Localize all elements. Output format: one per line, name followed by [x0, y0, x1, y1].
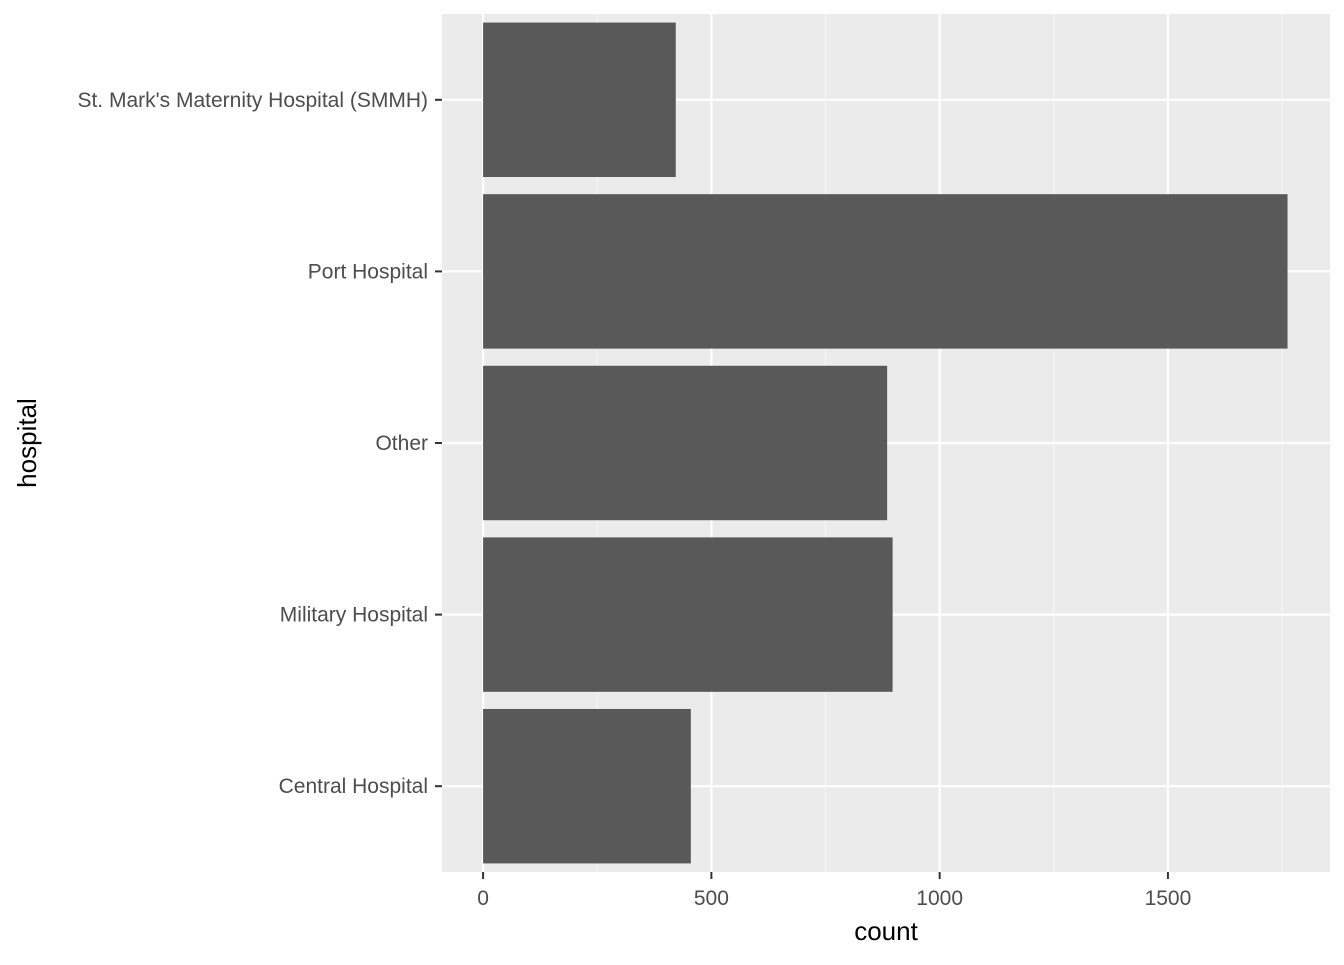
bar: [483, 537, 893, 692]
y-tick-label: Other: [375, 432, 428, 455]
y-tick-label: Port Hospital: [308, 260, 428, 283]
x-tick-label: 1000: [916, 887, 963, 910]
bar: [483, 22, 676, 178]
bars: [483, 22, 1288, 864]
y-tick-label: Central Hospital: [279, 775, 428, 798]
bar: [483, 708, 691, 864]
y-tick-label: St. Mark's Maternity Hospital (SMMH): [77, 89, 428, 112]
bar: [483, 365, 888, 521]
y-axis-title: hospital: [12, 398, 42, 488]
x-axis-title: count: [854, 916, 918, 946]
x-tick-label: 0: [477, 887, 489, 910]
y-tick-label: Military Hospital: [280, 604, 428, 627]
y-axis: Central Hospital Military Hospital Other Po…: [77, 89, 442, 798]
x-tick-label: 1500: [1145, 887, 1192, 910]
x-tick-label: 500: [694, 887, 729, 910]
bar: [483, 194, 1288, 349]
x-axis: 0 500 1000 1500: [477, 872, 1191, 910]
